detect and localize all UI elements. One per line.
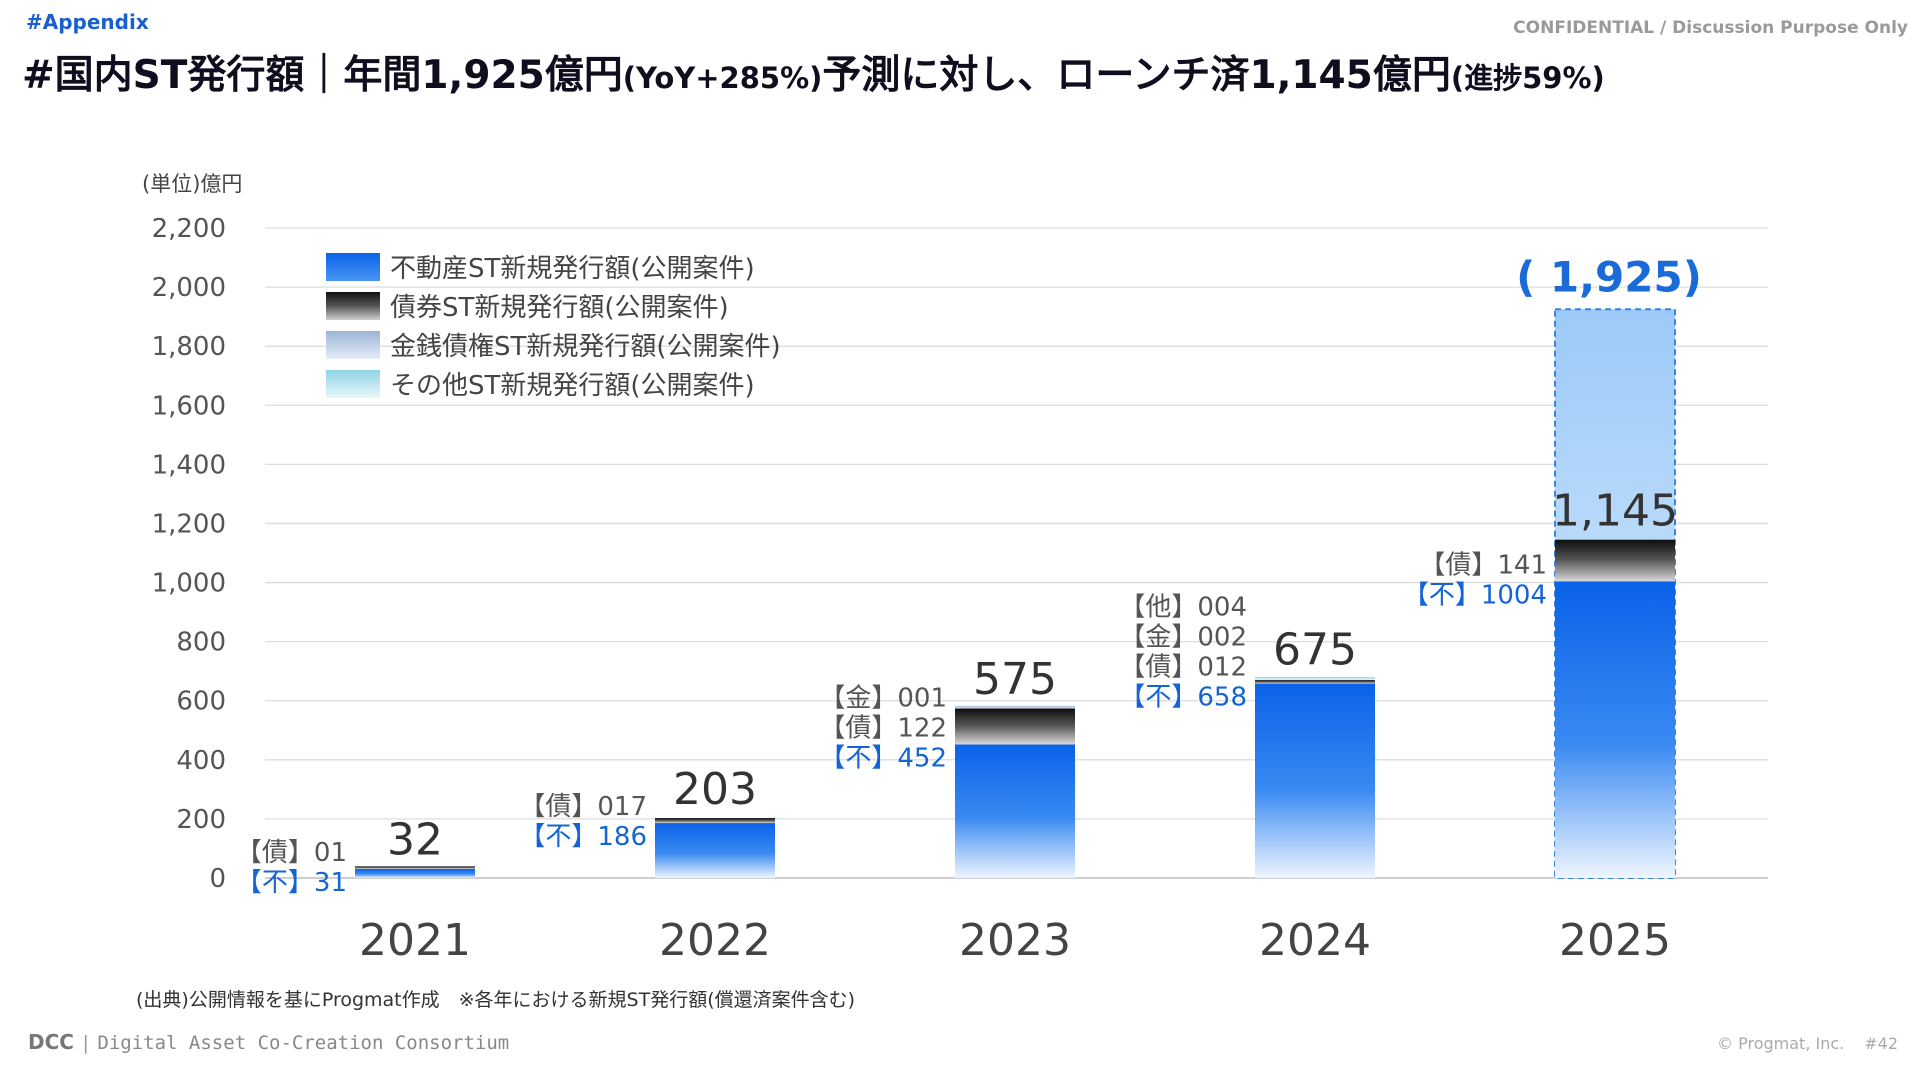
bar-segment-re xyxy=(955,744,1075,878)
logo-separator: | xyxy=(79,1032,92,1054)
page-title: #国内ST発行額｜年間1,925億円(YoY+285%)予測に対し、ローンチ済1… xyxy=(22,44,1605,100)
forecast-value-label: ( 1,925) xyxy=(1516,252,1702,301)
legend-label: 債券ST新規発行額(公開案件) xyxy=(390,293,729,323)
bar-total-label: 32 xyxy=(387,815,443,866)
x-tick-label: 2022 xyxy=(659,915,771,966)
bar-segment-money xyxy=(955,705,1075,709)
y-tick-label: 600 xyxy=(176,687,226,717)
bar-segment-bond xyxy=(1255,680,1375,684)
bar-total-label: 575 xyxy=(973,654,1057,705)
legend-item-monetary-claims: 金銭債権ST新規発行額(公開案件) xyxy=(326,325,781,364)
bar-segment-re xyxy=(1255,683,1375,878)
y-tick-label: 1,200 xyxy=(152,509,226,539)
bar-total-label: 1,145 xyxy=(1552,486,1678,537)
segment-label: 【金】001 xyxy=(819,683,947,713)
y-tick-label: 1,600 xyxy=(152,391,226,421)
segment-label: 【不】658 xyxy=(1119,683,1247,713)
bar-segment-bond xyxy=(355,866,475,869)
legend-label: 不動産ST新規発行額(公開案件) xyxy=(390,254,755,284)
legend-swatch-monetary-claims xyxy=(326,330,380,359)
y-tick-label: 800 xyxy=(176,628,226,658)
y-tick-label: 0 xyxy=(209,864,226,894)
source-note: (出典)公開情報を基にProgmat作成 ※各年における新規ST発行額(償還済案… xyxy=(136,989,856,1011)
y-tick-label: 2,000 xyxy=(152,273,226,303)
bar-segment-re xyxy=(355,868,475,878)
segment-label: 【不】1004 xyxy=(1403,580,1547,610)
y-tick-label: 1,400 xyxy=(152,450,226,480)
segment-label: 【債】01 xyxy=(236,838,347,868)
legend-swatch-real-estate xyxy=(326,252,380,281)
appendix-tag: #Appendix xyxy=(26,10,149,34)
segment-label: 【他】004 xyxy=(1119,593,1247,623)
consortium-name: Digital Asset Co-Creation Consortium xyxy=(97,1032,510,1054)
bar-segment-re xyxy=(655,823,775,878)
title-mid: 予測に対し、ローンチ済1,145億円 xyxy=(822,53,1451,98)
bar-segment-bond xyxy=(655,818,775,824)
segment-label: 【債】122 xyxy=(819,713,947,743)
segment-label: 【債】141 xyxy=(1419,550,1547,580)
legend-label: 金銭債権ST新規発行額(公開案件) xyxy=(390,332,781,362)
y-tick-label: 200 xyxy=(176,805,226,835)
x-tick-label: 2023 xyxy=(959,915,1071,966)
legend-label: その他ST新規発行額(公開案件) xyxy=(390,371,755,401)
legend-item-other: その他ST新規発行額(公開案件) xyxy=(326,364,781,403)
y-tick-label: 400 xyxy=(176,746,226,776)
legend-swatch-other xyxy=(326,369,380,398)
legend-item-real-estate: 不動産ST新規発行額(公開案件) xyxy=(326,247,781,286)
legend-item-bond: 債券ST新規発行額(公開案件) xyxy=(326,286,781,325)
footer-logo: DCC | Digital Asset Co-Creation Consortium xyxy=(28,1030,509,1054)
unit-label: (単位)億円 xyxy=(142,172,243,196)
confidential-label: CONFIDENTIAL / Discussion Purpose Only xyxy=(1513,18,1908,38)
title-progress: (進捗59%) xyxy=(1450,61,1605,95)
dcc-logo: DCC xyxy=(28,1030,74,1054)
x-tick-label: 2021 xyxy=(359,915,471,966)
chart-legend: 不動産ST新規発行額(公開案件) 債券ST新規発行額(公開案件) 金銭債権ST新… xyxy=(326,247,781,403)
bar-segment-bond xyxy=(1555,539,1675,582)
title-yoy: (YoY+285%) xyxy=(622,61,823,95)
segment-label: 【金】002 xyxy=(1119,623,1247,653)
y-tick-label: 1,000 xyxy=(152,569,226,599)
page-number: #42 xyxy=(1864,1034,1898,1053)
legend-swatch-bond xyxy=(326,291,380,320)
bar-segment-re xyxy=(1555,581,1675,878)
segment-label: 【債】017 xyxy=(519,792,647,822)
bar-segment-bond xyxy=(955,708,1075,745)
segment-label: 【不】452 xyxy=(819,743,947,773)
footer-right: © Progmat, Inc. #42 xyxy=(1697,1034,1898,1053)
x-tick-label: 2025 xyxy=(1559,915,1671,966)
bar-segment-other xyxy=(1255,676,1375,680)
y-tick-label: 2,200 xyxy=(152,214,226,244)
segment-label: 【債】012 xyxy=(1119,653,1247,683)
bar-total-label: 675 xyxy=(1273,624,1357,675)
bar-total-label: 203 xyxy=(673,764,757,815)
segment-label: 【不】31 xyxy=(236,868,347,898)
x-tick-label: 2024 xyxy=(1259,915,1371,966)
title-main: #国内ST発行額｜年間1,925億円 xyxy=(22,53,623,98)
segment-label: 【不】186 xyxy=(519,822,647,852)
y-tick-label: 1,800 xyxy=(152,332,226,362)
copyright: © Progmat, Inc. xyxy=(1717,1034,1845,1053)
